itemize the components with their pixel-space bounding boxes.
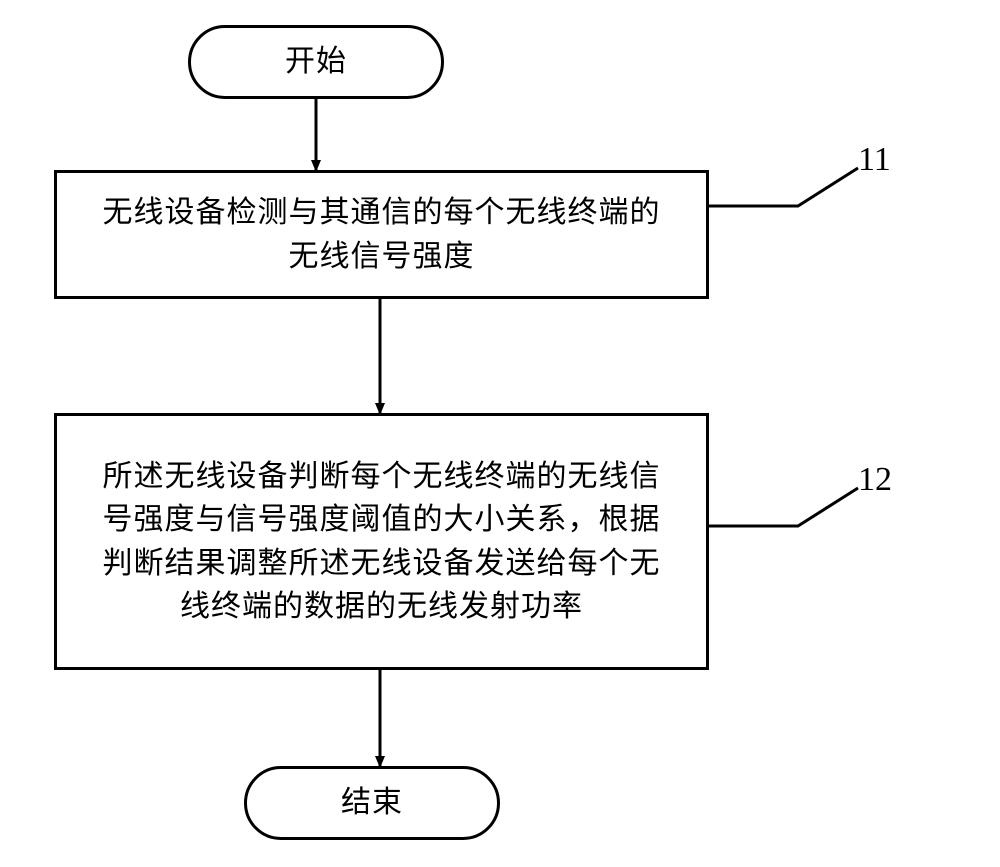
node-end-text: 结束 <box>323 775 421 831</box>
callout-label-step11: 11 <box>858 141 891 179</box>
callout-leader-step11 <box>709 168 858 206</box>
node-step11-text: 无线设备检测与其通信的每个无线终端的无线信号强度 <box>85 185 679 284</box>
node-step12-text: 所述无线设备判断每个无线终端的无线信号强度与信号强度阈值的大小关系，根据判断结果… <box>85 449 679 635</box>
node-end: 结束 <box>244 766 500 840</box>
node-step12: 所述无线设备判断每个无线终端的无线信号强度与信号强度阈值的大小关系，根据判断结果… <box>54 413 709 670</box>
node-start: 开始 <box>188 25 444 99</box>
flowchart-canvas: 开始无线设备检测与其通信的每个无线终端的无线信号强度所述无线设备判断每个无线终端… <box>0 0 1000 867</box>
node-start-text: 开始 <box>267 34 365 90</box>
node-step11: 无线设备检测与其通信的每个无线终端的无线信号强度 <box>54 170 709 299</box>
callout-leader-step12 <box>709 488 858 526</box>
callout-label-step12: 12 <box>858 461 892 499</box>
